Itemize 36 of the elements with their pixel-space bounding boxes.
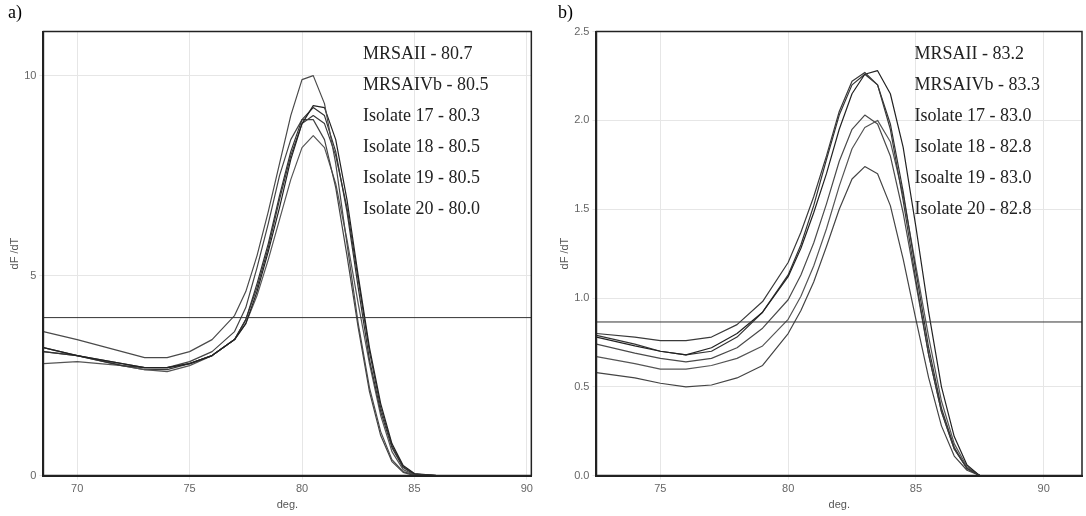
- chart-title: b): [558, 1, 573, 23]
- chart-title: a): [8, 1, 22, 23]
- x-tick-label: 85: [408, 482, 421, 495]
- y-tick-label: 0.0: [574, 468, 590, 481]
- annotation: Isolate 19 - 80.5: [363, 167, 480, 188]
- y-tick-label: 0.5: [574, 379, 590, 392]
- x-tick-label: 75: [654, 482, 667, 495]
- x-tick-label: 90: [1037, 482, 1050, 495]
- x-tick-label: 75: [183, 482, 196, 495]
- annotation: Isoalte 19 - 83.0: [914, 167, 1032, 188]
- annotation: MRSAIVb - 80.5: [363, 74, 489, 95]
- annotation: Isolate 18 - 82.8: [914, 136, 1032, 157]
- annotation: MRSAII - 80.7: [363, 43, 473, 64]
- y-tick-label: 2.5: [574, 24, 590, 37]
- x-axis-title: deg.: [276, 498, 299, 511]
- y-tick-label: 5: [30, 268, 37, 281]
- x-axis-title: deg.: [828, 498, 850, 511]
- annotation: Isolate 17 - 83.0: [914, 105, 1032, 126]
- y-axis-title: dF /dT: [557, 237, 570, 270]
- x-tick-label: 80: [782, 482, 795, 495]
- y-tick-label: 2.0: [574, 113, 590, 126]
- x-tick-label: 85: [909, 482, 923, 495]
- y-tick-label: 1.5: [574, 202, 590, 215]
- annotation: Isolate 17 - 80.3: [363, 105, 480, 126]
- y-tick-label: 0: [30, 468, 37, 481]
- x-tick-label: 80: [295, 482, 309, 495]
- y-tick-label: 10: [24, 68, 37, 81]
- y-tick-label: 1.0: [574, 291, 590, 304]
- annotation: Isolate 20 - 80.0: [363, 198, 480, 219]
- x-tick-label: 90: [520, 482, 533, 495]
- annotation: Isolate 18 - 80.5: [363, 136, 480, 157]
- annotation: MRSAII - 83.2: [914, 43, 1025, 64]
- x-tick-label: 70: [71, 482, 84, 495]
- annotation: MRSAIVb - 83.3: [914, 74, 1041, 95]
- annotation: Isolate 20 - 82.8: [914, 198, 1032, 219]
- y-axis-title: dF /dT: [7, 237, 20, 270]
